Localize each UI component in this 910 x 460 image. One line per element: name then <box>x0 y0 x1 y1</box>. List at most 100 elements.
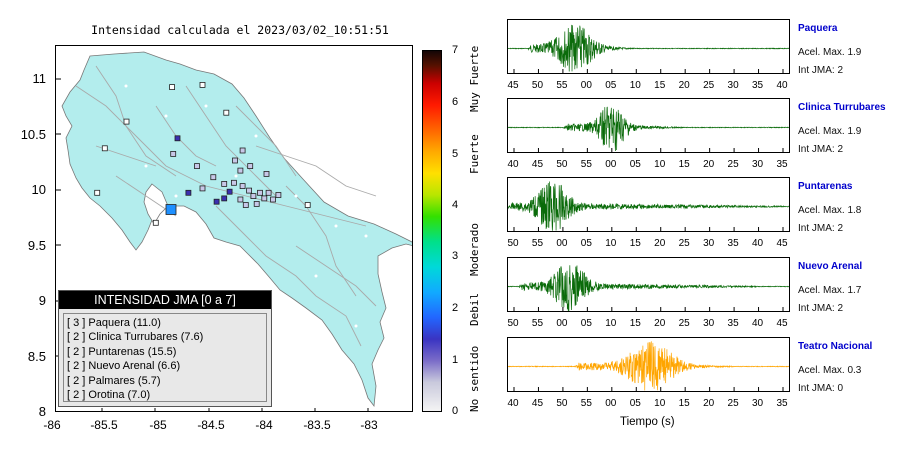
station-marker <box>265 189 272 196</box>
waveform-tick-label: 00 <box>605 398 617 409</box>
waveform-tick-label: 45 <box>531 159 544 170</box>
colorbar-label-moderado: Moderado <box>468 223 481 276</box>
waveform-tick-label: 05 <box>605 80 617 91</box>
station-marker <box>94 189 101 196</box>
y-tick-label: 9.5 <box>27 238 46 253</box>
station-max-acceleration: Acel. Max. 1.7 <box>798 285 862 296</box>
station-marker <box>270 196 276 203</box>
station-marker <box>239 183 246 190</box>
legend-entry: [ 2 ] Orotina (7.0) <box>67 389 151 402</box>
station-marker <box>210 174 217 181</box>
colorbar-tick: 7 <box>452 44 459 56</box>
station-marker <box>250 193 257 200</box>
waveform-tick-label: 25 <box>727 159 739 170</box>
waveform-tick-label: 40 <box>751 318 764 329</box>
station-marker <box>123 118 130 125</box>
waveform-tick-label: 45 <box>776 318 788 329</box>
station-marker <box>257 189 263 196</box>
station-jma-intensity: Int JMA: 2 <box>798 303 844 314</box>
waveform-panel <box>507 337 790 392</box>
waveform-tick-label: 10 <box>654 398 666 409</box>
stations-layer <box>94 82 311 226</box>
station-marker <box>275 192 282 198</box>
colorbar-tick: 6 <box>452 96 459 108</box>
waveform-tick-label: 35 <box>727 318 739 329</box>
colorbar-tick: 2 <box>452 302 459 314</box>
station-marker <box>101 145 108 152</box>
waveform-tick-label: 00 <box>605 159 617 170</box>
waveform-tick-label: 40 <box>507 159 519 170</box>
colorbar-label-muy-fuerte: Muy Fuerte <box>468 45 481 112</box>
waveform-tick-label: 45 <box>776 238 788 249</box>
station-marker <box>223 109 230 116</box>
colorbar-tick: 5 <box>452 148 459 160</box>
station-marker <box>169 84 175 90</box>
colorbar-tick: 1 <box>452 354 459 366</box>
waveform-tick-label: 55 <box>580 159 592 170</box>
waveform-tick-label: 50 <box>507 238 519 249</box>
waveform-trace-canvas <box>508 181 789 231</box>
colorbar-label-no-sentido: No sentido <box>468 345 481 412</box>
road-network <box>75 65 377 347</box>
legend-entry: [ 2 ] Puntarenas (15.5) <box>67 345 177 358</box>
x-tick-label: -84 <box>255 418 273 432</box>
waveform-tick-label: 20 <box>678 80 690 91</box>
waveform-tick-label: 40 <box>751 238 764 249</box>
waveform-tick-label: 00 <box>556 318 568 329</box>
waveform-tick-label: 35 <box>751 80 764 91</box>
waveform-tick-label: 55 <box>580 398 592 409</box>
station-marker <box>174 135 181 142</box>
waveform-tick-label: 15 <box>678 398 690 409</box>
waveform-tick-label: 05 <box>629 398 641 409</box>
station-max-acceleration: Acel. Max. 1.9 <box>798 126 862 137</box>
station-name: Paquera <box>798 23 838 34</box>
waveform-tick-label: 35 <box>727 238 739 249</box>
station-jma-intensity: Int JMA: 2 <box>798 144 844 155</box>
station-marker <box>239 147 246 154</box>
waveform-trace <box>508 265 789 311</box>
x-tick-label: -85.5 <box>90 418 118 432</box>
y-tick-label: 8.5 <box>27 349 46 364</box>
x-tick-label: -83 <box>360 418 378 432</box>
station-marker <box>253 200 260 207</box>
waveform-tick-label: 30 <box>727 80 739 91</box>
waveform-tick-label: 10 <box>605 238 617 249</box>
waveform-trace-canvas <box>508 24 789 73</box>
waveform-panel <box>507 98 790 153</box>
station-marker <box>185 189 192 196</box>
station-jma-intensity: Int JMA: 2 <box>798 65 844 76</box>
map-canvas <box>56 51 412 411</box>
waveform-tick-label: 10 <box>605 318 617 329</box>
x-tick-label: -86 <box>43 418 61 432</box>
station-marker <box>152 219 159 226</box>
waveform-tick-label: 35 <box>776 159 788 170</box>
waveform-tick-label: 15 <box>629 238 641 249</box>
waveform-tick-label: 05 <box>580 318 592 329</box>
waveform-tick-label: 50 <box>531 80 544 91</box>
intensity-legend: INTENSIDAD JMA [0 a 7] [ 3 ] Paquera (11… <box>58 290 272 407</box>
station-marker <box>237 167 244 174</box>
station-marker <box>226 188 233 195</box>
x-tick-label: -83.5 <box>303 418 331 432</box>
waveform-tick-label: 10 <box>629 80 641 91</box>
station-marker <box>221 195 228 202</box>
waveform-trace-canvas <box>508 106 789 152</box>
colorbar-label-debil: Debil <box>468 292 481 326</box>
waveform-tick-label: 40 <box>776 80 788 91</box>
waveform-tick-label: 30 <box>703 238 715 249</box>
waveform-tick-label: 45 <box>507 80 519 91</box>
waveform-tick-label: 40 <box>507 398 519 409</box>
colorbar-label-fuerte: Fuerte <box>468 134 481 174</box>
y-tick-label: 8 <box>38 404 46 419</box>
waveform-tick-label: 55 <box>556 80 568 91</box>
x-tick-label: -85 <box>149 418 167 432</box>
colorbar-tick: 4 <box>452 199 459 211</box>
station-marker <box>304 202 311 208</box>
waveform-panel <box>507 19 790 74</box>
station-marker <box>170 151 177 157</box>
station-marker <box>237 196 244 203</box>
waveform-trace <box>508 106 789 152</box>
station-marker <box>199 82 206 88</box>
colorbar-tick: 3 <box>452 250 459 262</box>
station-max-acceleration: Acel. Max. 1.9 <box>798 47 862 58</box>
